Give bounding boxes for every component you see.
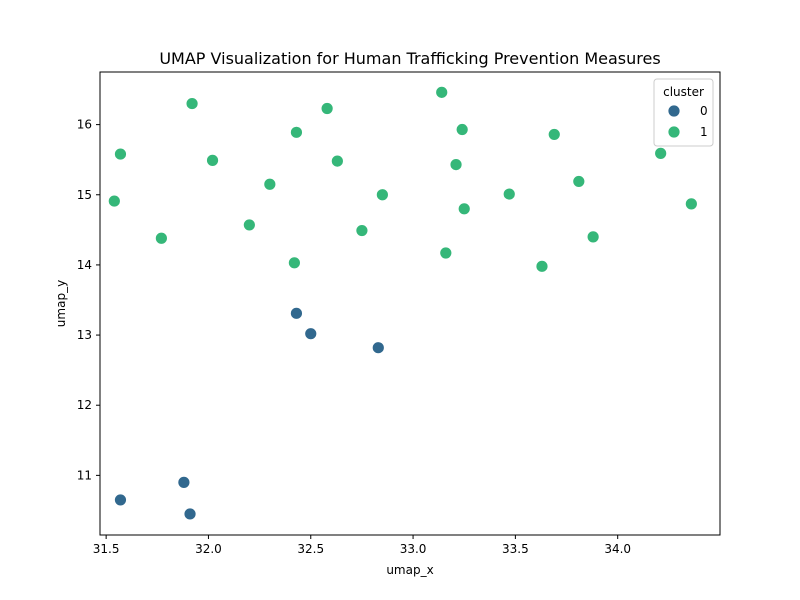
data-point xyxy=(154,231,168,245)
data-point xyxy=(185,97,199,110)
x-tick-label: 34.0 xyxy=(604,542,631,556)
y-axis-label: umap_y xyxy=(54,280,68,327)
data-point xyxy=(457,202,471,216)
series-cluster-1 xyxy=(107,85,698,273)
plot-area-frame xyxy=(99,71,721,536)
data-point xyxy=(287,256,301,270)
series-cluster-0 xyxy=(114,306,385,521)
data-point xyxy=(304,327,318,341)
chart-title: UMAP Visualization for Human Trafficking… xyxy=(159,49,660,68)
data-point xyxy=(206,153,219,167)
data-point xyxy=(242,218,256,232)
y-tick-label: 16 xyxy=(77,118,92,132)
data-point xyxy=(355,224,369,237)
data-point xyxy=(320,102,334,115)
legend-entry-label: 1 xyxy=(700,125,708,139)
data-point xyxy=(449,158,463,172)
data-point xyxy=(654,146,668,160)
data-point xyxy=(177,475,191,489)
x-tick-label: 33.0 xyxy=(400,542,427,556)
x-tick-label: 32.5 xyxy=(297,542,324,556)
y-tick-label: 12 xyxy=(77,398,92,412)
data-point xyxy=(535,259,549,273)
x-tick-label: 31.5 xyxy=(93,542,120,556)
data-point xyxy=(439,246,453,260)
data-point xyxy=(263,177,277,191)
legend-marker xyxy=(667,125,681,139)
data-point xyxy=(572,175,586,188)
data-point xyxy=(290,306,303,320)
legend-marker xyxy=(667,104,681,118)
data-point xyxy=(290,125,303,139)
x-axis-label: umap_x xyxy=(386,563,433,577)
legend: cluster 0 1 xyxy=(653,78,714,147)
data-point xyxy=(107,194,121,208)
legend-title: cluster xyxy=(663,85,704,99)
data-point xyxy=(455,123,469,136)
data-point xyxy=(114,493,127,507)
y-tick-label: 15 xyxy=(77,188,92,202)
data-point xyxy=(502,187,516,201)
y-tick-label: 14 xyxy=(77,258,92,272)
data-point xyxy=(586,230,600,244)
y-tick-label: 13 xyxy=(77,328,92,342)
data-point xyxy=(547,128,561,141)
data-point xyxy=(330,154,344,168)
legend-entry-label: 0 xyxy=(700,104,708,118)
data-point xyxy=(435,85,449,99)
data-point xyxy=(375,188,389,202)
data-point xyxy=(684,197,698,211)
data-point xyxy=(371,341,385,355)
x-tick-label: 32.0 xyxy=(195,542,222,556)
x-tick-label: 33.5 xyxy=(502,542,529,556)
data-point xyxy=(114,147,127,161)
data-point xyxy=(183,507,197,521)
y-tick-label: 11 xyxy=(77,468,92,482)
